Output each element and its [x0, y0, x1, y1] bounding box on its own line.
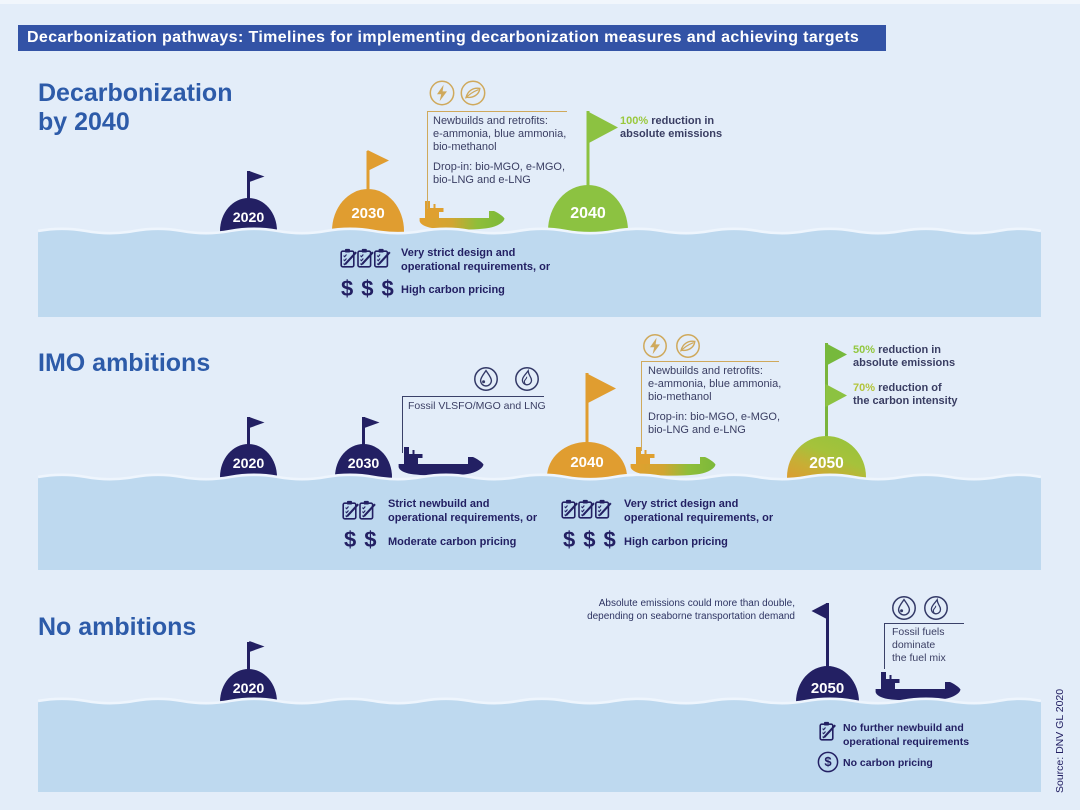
svg-text:2020: 2020: [233, 210, 265, 226]
svg-text:2020: 2020: [233, 681, 265, 697]
svg-text:2050: 2050: [811, 680, 844, 697]
svg-text:$: $: [824, 754, 832, 769]
svg-text:2030: 2030: [347, 456, 379, 472]
svg-text:2030: 2030: [351, 205, 384, 222]
svg-text:2040: 2040: [570, 454, 603, 471]
svg-text:2050: 2050: [809, 455, 843, 472]
svg-text:2040: 2040: [570, 205, 606, 222]
svg-text:2020: 2020: [233, 456, 265, 472]
